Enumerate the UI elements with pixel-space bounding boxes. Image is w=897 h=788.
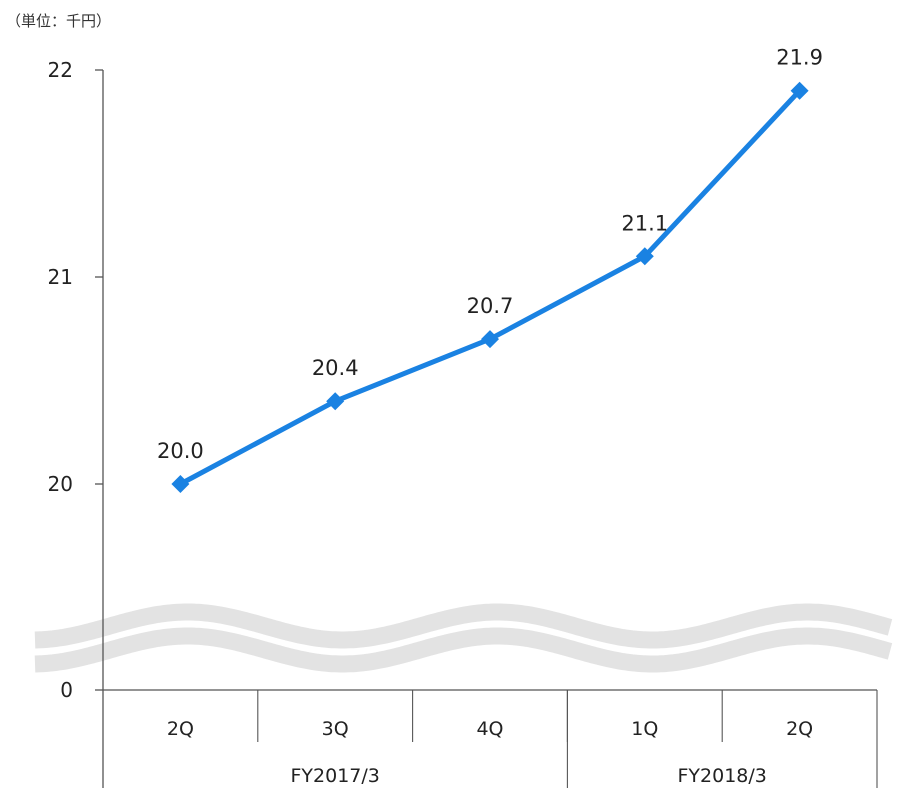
axes — [102, 70, 877, 788]
data-label: 20.7 — [467, 294, 514, 318]
data-point-marker — [171, 475, 190, 493]
axis-break — [34, 603, 893, 673]
axis-break-wave — [34, 627, 893, 673]
y-tick-labels: 0 20 21 22 — [48, 58, 103, 702]
y-tick-label: 0 — [60, 678, 73, 702]
x-category-axis: 2Q 3Q 4Q 1Q 2Q FY2017/3 FY2018/3 — [167, 690, 878, 788]
data-label: 20.4 — [312, 356, 359, 380]
data-point-marker — [635, 247, 654, 266]
y-tick-label: 22 — [48, 58, 73, 82]
series-line-path — [179, 88, 802, 487]
series-line — [179, 88, 802, 487]
group-label: FY2018/3 — [678, 765, 767, 787]
y-tick-label: 21 — [48, 265, 73, 289]
x-tick-label: 2Q — [786, 718, 813, 740]
axis-break-wave — [34, 603, 893, 649]
data-point-marker — [790, 81, 809, 100]
data-point-marker — [326, 392, 345, 411]
data-markers — [171, 81, 809, 493]
x-tick-label: 4Q — [476, 718, 503, 740]
group-label: FY2017/3 — [291, 765, 380, 787]
data-labels: 20.0 20.4 20.7 21.1 21.9 — [157, 46, 823, 463]
x-tick-label: 1Q — [631, 718, 658, 740]
data-label: 20.0 — [157, 439, 204, 463]
x-tick-label: 3Q — [322, 718, 349, 740]
data-label: 21.1 — [621, 211, 668, 235]
data-point-marker — [481, 330, 499, 349]
x-tick-label: 2Q — [167, 718, 194, 740]
y-tick-label: 20 — [48, 472, 73, 496]
data-label: 21.9 — [776, 46, 823, 70]
unit-label: （単位：千円） — [6, 12, 111, 30]
